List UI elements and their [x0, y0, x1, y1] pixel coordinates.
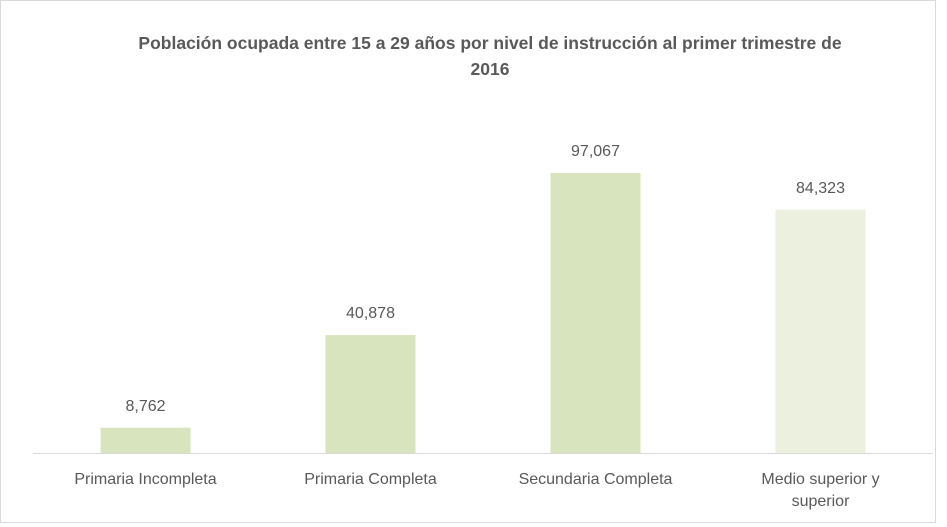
x-tick-label: Secundaria Completa [518, 471, 673, 488]
bar [100, 427, 191, 453]
data-label: 8,762 [125, 397, 166, 415]
data-label: 40,878 [346, 305, 395, 323]
x-tick-label: Medio superior y superior [761, 471, 880, 510]
bar [325, 335, 416, 453]
x-tick-label: Primaria Completa [304, 471, 437, 488]
bar [775, 209, 866, 453]
chart-title: Población ocupada entre 15 a 29 años por… [138, 33, 842, 79]
bar [550, 173, 641, 453]
data-label: 84,323 [796, 179, 845, 197]
data-label: 97,067 [571, 143, 620, 160]
x-tick-label: Primaria Incompleta [74, 471, 217, 488]
